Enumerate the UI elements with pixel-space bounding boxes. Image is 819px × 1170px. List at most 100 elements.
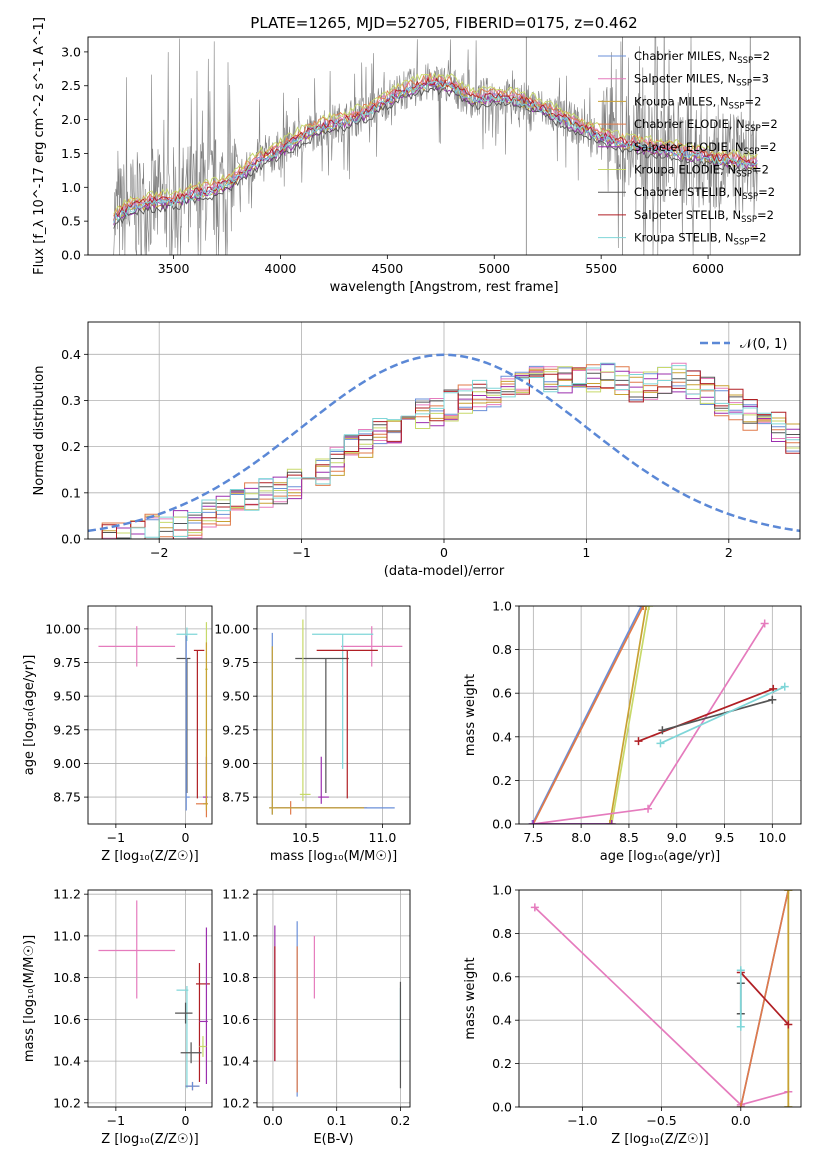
y-tick-label: 8.75 — [222, 790, 250, 805]
model-spectrum-kroupa-stelib — [113, 80, 758, 224]
axes-frame — [87, 605, 213, 825]
point-marker — [784, 1020, 793, 1029]
y-tick-label: 0.0 — [61, 248, 81, 263]
point-marker — [760, 619, 769, 628]
y-tick-label: 2.5 — [61, 78, 81, 93]
point-marker — [736, 1103, 745, 1107]
y-tick-label: 0.4 — [61, 347, 81, 362]
y-tick-label: 9.50 — [53, 689, 81, 704]
x-tick-label: 0 — [440, 545, 448, 560]
data-point — [185, 635, 190, 811]
series-line — [608, 606, 647, 824]
x-tick-label: 0.1 — [327, 1113, 347, 1128]
x-tick-label: 5000 — [478, 261, 510, 276]
panel-age-vs-mass: 10.5 11.0 8.75 9.00 9.25 9.50 9.75 10.00 mass [l… — [214, 605, 411, 864]
x-axis-label: E(B-V) — [313, 1132, 353, 1147]
plot-area — [528, 606, 789, 824]
x-tick-label: 0.0 — [731, 1113, 751, 1128]
model-spectrum-kroupa-elodie — [113, 72, 758, 214]
data-point — [199, 927, 208, 1085]
y-tick-label: 0.0 — [61, 532, 81, 547]
y-tick-label: 9.75 — [53, 655, 81, 670]
y-axis-label: Flux [f_λ 10^-17 erg cm^-2 s^-1 A^-1] — [32, 17, 47, 275]
x-axis-label: (data-model)/error — [384, 564, 505, 579]
x-axis-label: mass [log₁₀(M/M☉)] — [270, 849, 397, 864]
data-point — [318, 756, 329, 804]
data-point — [269, 646, 365, 815]
model-spectrum-salpeter-elodie — [113, 81, 758, 226]
data-point — [312, 633, 374, 769]
y-tick-label: 9.25 — [53, 722, 81, 737]
plot-area — [274, 921, 402, 1097]
y-tick-label: 8.75 — [53, 790, 81, 805]
x-tick-label: 8.5 — [619, 830, 639, 845]
x-tick-label: 0 — [182, 830, 190, 845]
y-tick-label: 10.6 — [222, 1012, 250, 1027]
y-axis-label: mass weight — [463, 674, 478, 756]
point-marker — [768, 695, 777, 704]
y-tick-label: 9.50 — [222, 689, 250, 704]
data-point — [193, 649, 205, 799]
legend-entry: Salpeter ELODIE, NSSP=2 — [634, 140, 777, 157]
axes-frame — [256, 605, 411, 825]
data-point — [176, 627, 198, 641]
x-axis-label: wavelength [Angstrom, rest frame] — [330, 280, 559, 295]
normal-distribution-curve — [88, 353, 800, 533]
y-axis-label: Normed distribution — [32, 366, 47, 496]
x-tick-label: −0.5 — [646, 1113, 676, 1128]
x-axis-label: Z [log₁₀(Z/Z☉)] — [611, 1132, 708, 1147]
y-tick-label: 9.25 — [222, 722, 250, 737]
data-point — [295, 657, 349, 794]
axes-frame — [87, 889, 213, 1108]
point-marker — [736, 966, 745, 975]
point-marker — [528, 820, 537, 824]
data-point — [299, 619, 311, 802]
x-tick-label: 4500 — [371, 261, 403, 276]
legend-entry: Kroupa MILES, NSSP=2 — [634, 94, 761, 111]
x-tick-label: 2 — [725, 545, 733, 560]
data-point — [180, 1042, 202, 1064]
point-marker — [656, 739, 665, 748]
data-point — [185, 1081, 200, 1091]
point-marker — [639, 606, 648, 610]
figure-title: PLATE=1265, MJD=52705, FIBERID=0175, z=0… — [250, 14, 637, 32]
y-tick-label: 11.2 — [53, 887, 81, 902]
y-tick-label: 0.0 — [492, 1100, 512, 1115]
x-axis-label: Z [log₁₀(Z/Z☉)] — [101, 849, 198, 864]
data-point — [316, 649, 378, 799]
panel-mass-weight-vs-Z: −1.0 −0.5 0.0 0.0 0.2 0.4 0.6 0.8 1.0 Z [log₁₀(Z/… — [463, 883, 802, 1147]
axes-frame — [518, 605, 802, 825]
x-tick-label: 9.5 — [715, 830, 735, 845]
point-marker — [529, 820, 538, 824]
y-tick-label: 0.2 — [492, 773, 512, 788]
series-line — [660, 685, 786, 745]
data-point — [176, 985, 189, 1089]
x-tick-label: 4000 — [265, 261, 297, 276]
data-point — [98, 900, 176, 999]
x-tick-label: −1 — [292, 545, 310, 560]
y-tick-label: 1.0 — [492, 883, 512, 898]
x-tick-label: −1 — [107, 1113, 125, 1128]
y-tick-label: 11.0 — [222, 928, 250, 943]
legend-entry: Chabrier MILES, NSSP=2 — [634, 49, 770, 66]
legend-entry: Kroupa STELIB, NSSP=2 — [634, 231, 766, 248]
series-line — [740, 971, 789, 1026]
panel-age-vs-Z: −1 0 8.75 9.00 9.25 9.50 9.75 10.00 Z [log₁₀(Z/Z… — [22, 605, 213, 864]
model-spectrum-chabrier-stelib — [113, 84, 758, 229]
point-marker — [634, 737, 643, 746]
y-tick-label: 3.0 — [61, 44, 81, 59]
y-tick-label: 0.0 — [492, 817, 512, 832]
y-axis-label: mass [log₁₀(M/M☉)] — [22, 935, 37, 1062]
data-point — [269, 632, 395, 815]
data-point — [98, 626, 176, 667]
histogram-step-kroupa-miles — [88, 368, 800, 539]
y-tick-label: 10.4 — [222, 1054, 250, 1069]
point-marker — [658, 726, 667, 735]
plot-area — [269, 619, 403, 815]
y-tick-label: 0.3 — [61, 393, 81, 408]
x-tick-label: 1 — [582, 545, 590, 560]
y-tick-label: 0.2 — [492, 1056, 512, 1071]
series-line — [638, 688, 774, 742]
x-tick-label: 11.0 — [369, 830, 397, 845]
